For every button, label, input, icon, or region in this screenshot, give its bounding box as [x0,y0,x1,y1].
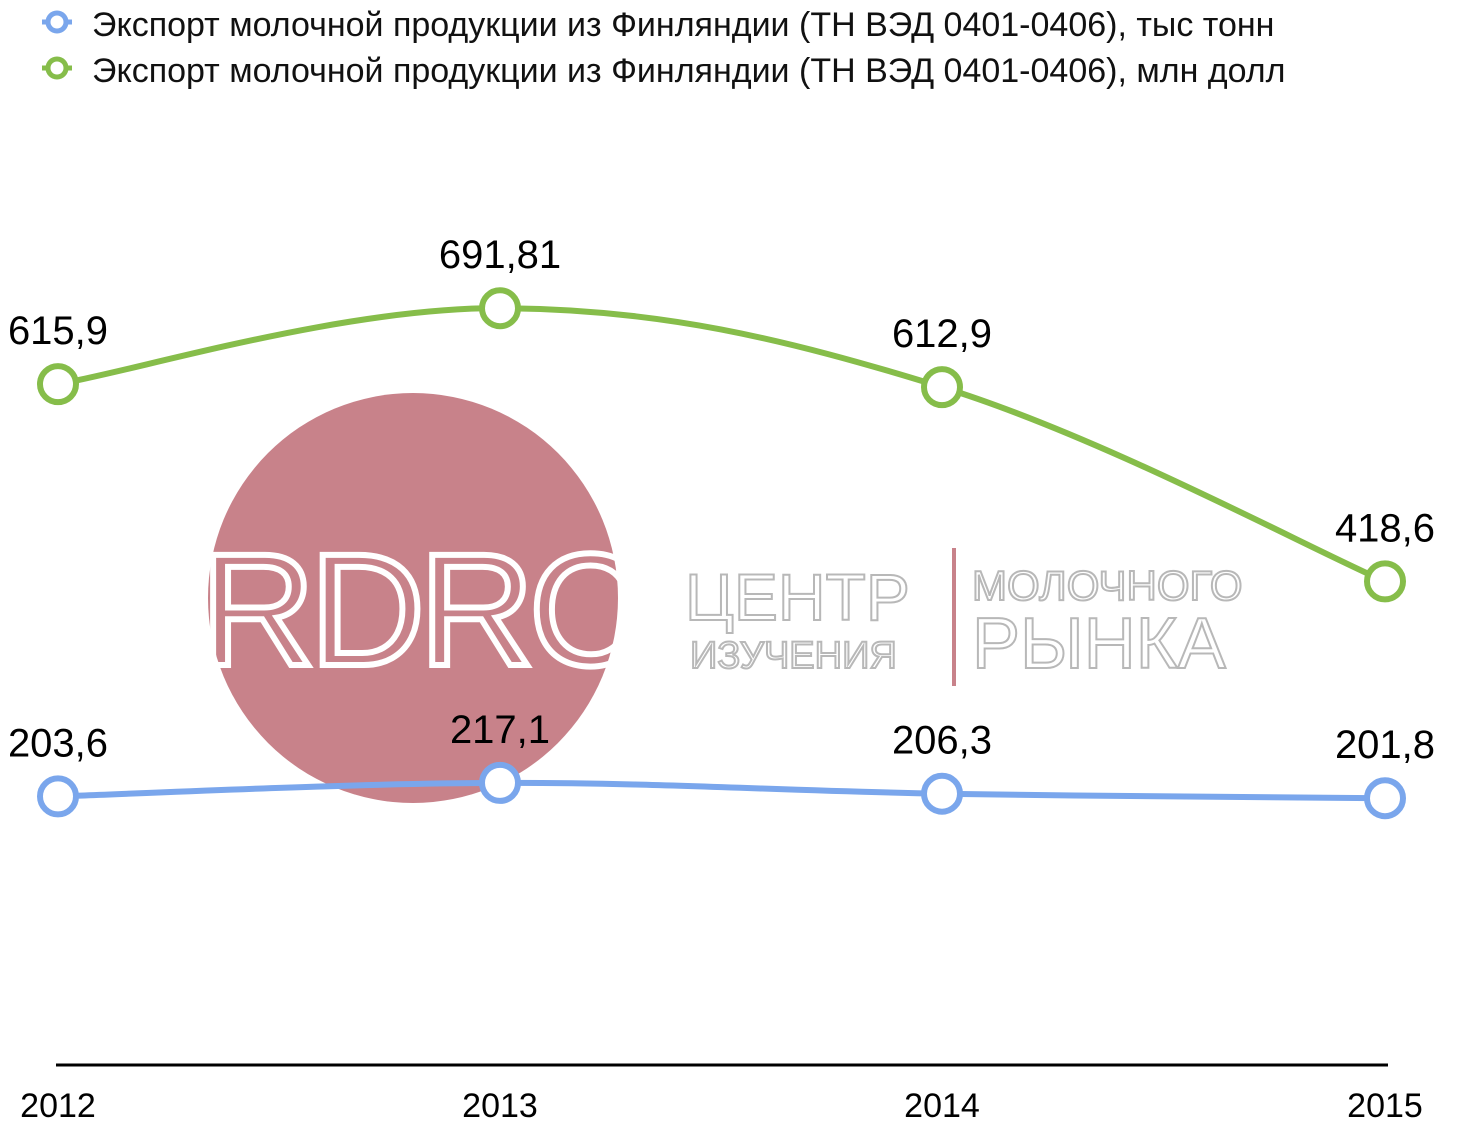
legend-item-tonnes: Экспорт молочной продукции из Финляндии … [42,6,1274,44]
x-tick-label-2013: 2013 [462,1087,538,1125]
watermark-brand-line1-left: ЦЕНТР [685,560,910,634]
data-label-tonnes-2015: 201,8 [1335,723,1435,767]
watermark-circle [208,393,618,803]
x-tick-label-2014: 2014 [904,1087,980,1125]
legend-item-usd: Экспорт молочной продукции из Финляндии … [42,52,1285,90]
watermark-brand-line1-right: МОЛОЧНОГО [972,562,1243,609]
watermark-logo-text: RDRC [200,520,639,699]
x-tick-label-2015: 2015 [1347,1087,1423,1125]
legend-marker-tonnes [45,10,69,34]
x-tick-label-2012: 2012 [20,1087,96,1125]
x-axis-ticks: 2012 2013 2014 2015 [20,1087,1423,1125]
series-line-usd [55,305,1388,585]
data-label-usd-2013: 691,81 [439,233,561,277]
legend-label-usd: Экспорт молочной продукции из Финляндии … [92,52,1285,90]
watermark-brand-line2-left: ИЗУЧЕНИЯ [690,635,897,677]
watermark-brand-line2-right: РЫНКА [972,604,1226,684]
data-point-tonnes-2014 [921,772,963,815]
legend-marker-usd [45,56,69,80]
series-tonnes: 203,6 217,1 206,3 201,8 [8,708,1435,820]
data-point-usd-2015 [1364,560,1406,603]
data-point-usd-2012 [37,363,79,406]
data-point-tonnes-2015 [1364,777,1406,820]
data-point-tonnes-2013 [479,761,521,804]
data-point-usd-2014 [921,366,963,409]
watermark-divider [952,548,956,686]
data-label-usd-2015: 418,6 [1335,506,1435,550]
data-label-tonnes-2012: 203,6 [8,721,108,765]
watermark: RDRC ЦЕНТР ИЗУЧЕНИЯ МОЛОЧНОГО РЫНКА [197,393,1244,803]
legend-label-tonnes: Экспорт молочной продукции из Финляндии … [92,6,1274,44]
data-label-tonnes-2013: 217,1 [450,708,550,752]
data-point-usd-2013 [479,287,521,330]
data-label-usd-2014: 612,9 [892,312,992,356]
data-label-tonnes-2014: 206,3 [892,719,992,763]
data-point-tonnes-2012 [37,775,79,818]
series-line-tonnes [55,779,1388,802]
data-label-usd-2012: 615,9 [8,309,108,353]
series-usd: 615,9 691,81 612,9 418,6 [8,233,1435,603]
legend: Экспорт молочной продукции из Финляндии … [42,6,1285,90]
